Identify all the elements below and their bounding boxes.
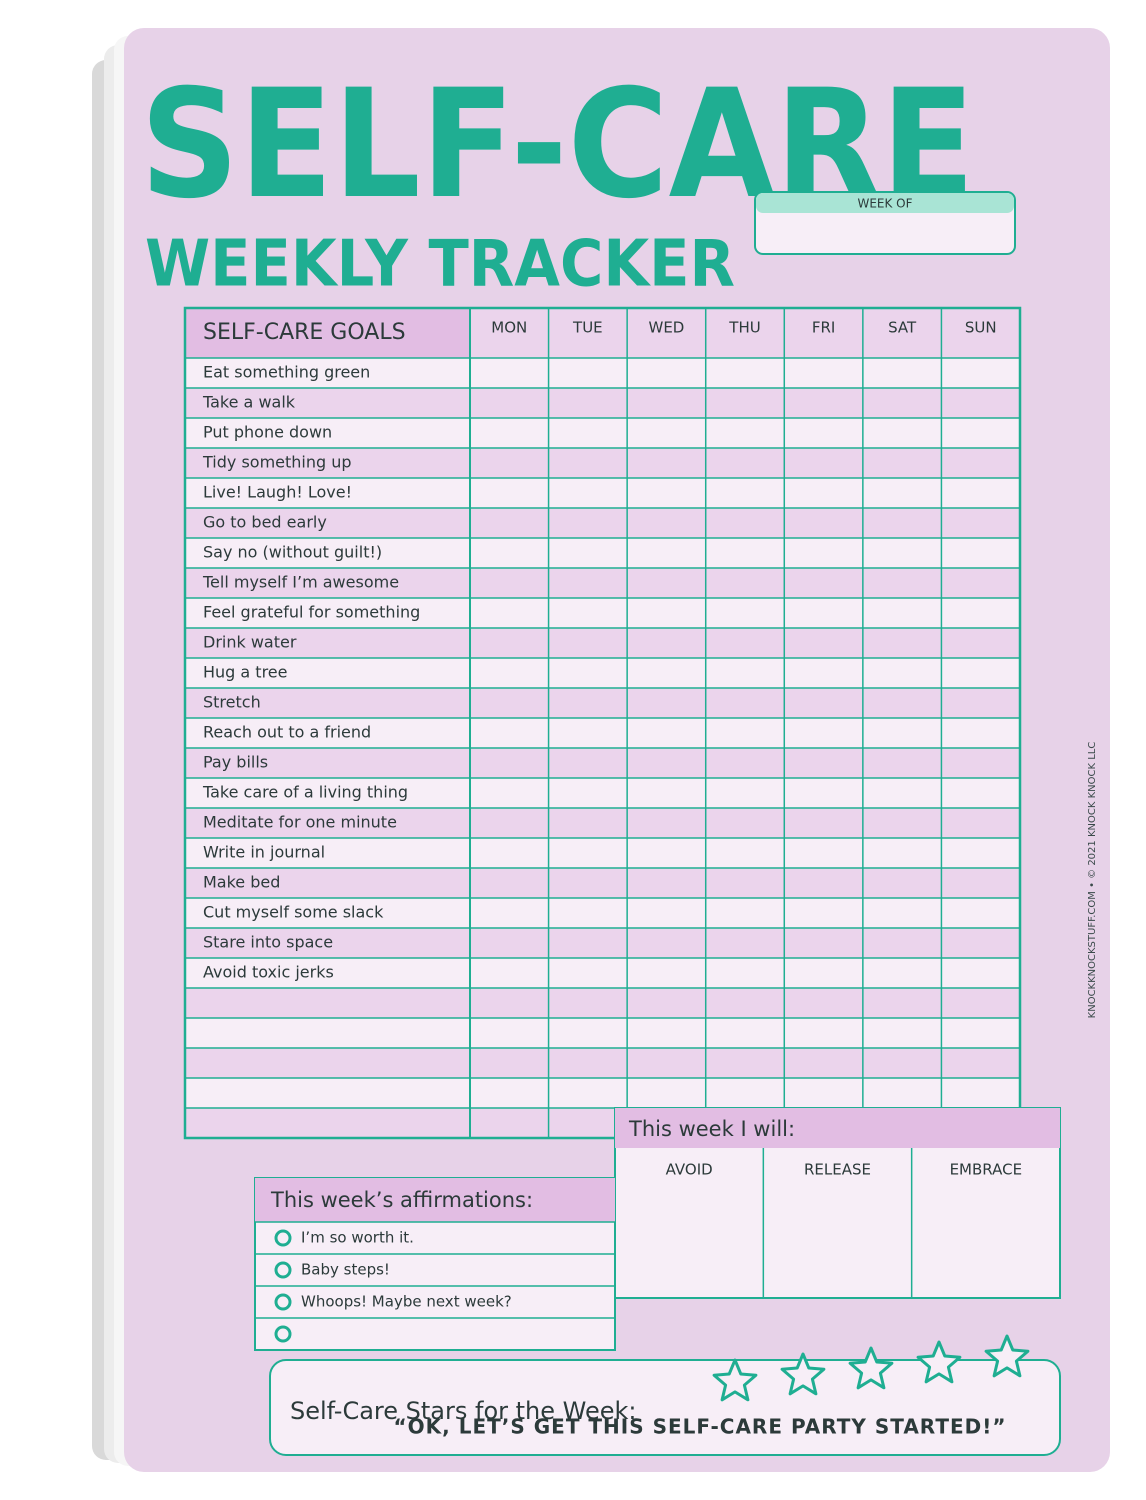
week-box-header — [756, 193, 1014, 213]
goal: Take a walk — [202, 393, 296, 412]
week-plan-column: EMBRACE — [950, 1161, 1022, 1179]
tracker-table: SELF-CARE GOALS MON TUE WED THU FRI SAT SUN Eat … — [183, 306, 1022, 1140]
affirmation-bullet — [274, 1293, 292, 1311]
day-header-cell — [705, 308, 785, 358]
goal: Take care of a living thing — [202, 783, 408, 802]
row — [185, 868, 1020, 898]
row — [185, 508, 1020, 538]
goal: Meditate for one minute — [203, 813, 397, 832]
affirmation-bullet — [274, 1229, 292, 1247]
affirmation-bullet — [274, 1325, 292, 1343]
goal: Stare into space — [203, 933, 333, 952]
row — [185, 778, 1020, 808]
goal: Avoid toxic jerks — [203, 963, 334, 982]
row — [185, 988, 1020, 1018]
affirmation-bullet — [274, 1261, 292, 1279]
week-plan-column: AVOID — [666, 1161, 713, 1179]
week-plan-column: RELEASE — [804, 1161, 871, 1179]
row — [185, 898, 1020, 928]
star — [712, 1358, 758, 1402]
day-header: THU — [728, 319, 760, 337]
row — [185, 808, 1020, 838]
row — [185, 658, 1020, 688]
row — [185, 1078, 1020, 1108]
goal: Eat something green — [203, 363, 370, 382]
day-header-cell — [548, 308, 628, 358]
goal: Cut myself some slack — [203, 903, 384, 922]
goal: Say no (without guilt!) — [203, 543, 382, 562]
row — [185, 958, 1020, 988]
table-border — [183, 306, 1022, 1140]
affirmations-header — [255, 1178, 615, 1222]
row — [185, 448, 1020, 478]
row — [185, 718, 1020, 748]
row — [185, 748, 1020, 778]
goal: Write in journal — [203, 843, 325, 862]
goal: Reach out to a friend — [203, 723, 371, 742]
goal: Live! Laugh! Love! — [203, 483, 352, 502]
goal: Pay bills — [203, 753, 268, 772]
stars-label: Self-Care Stars for the Week: — [290, 1397, 637, 1425]
row — [185, 568, 1020, 598]
bottom-section: This week I will: AVOID RELEASE EMBRACE This… — [254, 1107, 1061, 1456]
row — [185, 478, 1020, 508]
day-header: TUE — [572, 319, 603, 337]
goal: Tell myself I’m awesome — [202, 573, 399, 592]
goal: Put phone down — [203, 423, 332, 442]
row — [185, 388, 1020, 418]
goal: Stretch — [203, 693, 261, 712]
star — [916, 1340, 962, 1384]
day-header: MON — [491, 319, 527, 337]
goal: Make bed — [203, 873, 280, 892]
day-header-cell — [470, 308, 549, 358]
row — [185, 418, 1020, 448]
row — [185, 928, 1020, 958]
row — [185, 538, 1020, 568]
goal: Tidy something up — [202, 453, 352, 472]
affirmation: Baby steps! — [301, 1261, 390, 1279]
row — [185, 838, 1020, 868]
row — [185, 628, 1020, 658]
affirmations-title: This week’s affirmations: — [270, 1188, 533, 1212]
star — [780, 1352, 826, 1396]
star — [848, 1346, 894, 1390]
subtitle: WEEKLY TRACKER — [145, 228, 735, 302]
day-header: FRI — [812, 319, 835, 337]
day-header: WED — [648, 319, 684, 337]
affirmation: Whoops! Maybe next week? — [301, 1293, 512, 1311]
row — [185, 598, 1020, 628]
goal: Feel grateful for something — [203, 603, 420, 622]
week-plan-title: This week I will: — [628, 1117, 795, 1141]
row — [185, 1048, 1020, 1078]
day-header-cell — [627, 308, 706, 358]
day-header-cell — [784, 308, 863, 358]
quote: “OK, LET’S GET THIS SELF-CARE PARTY STAR… — [394, 1415, 1007, 1439]
side-text: KNOCKKNOCKSTUFF.COM • © 2021 KNOCK KNOCK… — [1087, 742, 1098, 1019]
week-plan-header — [615, 1108, 1060, 1148]
row — [185, 1018, 1020, 1048]
goal: Drink water — [203, 633, 297, 652]
goals-header: SELF-CARE GOALS — [203, 320, 406, 345]
goals-header-cell — [185, 308, 470, 358]
star — [984, 1334, 1030, 1378]
goal: Hug a tree — [203, 663, 288, 682]
day-header-cell — [862, 308, 942, 358]
affirmation: I’m so worth it. — [301, 1229, 414, 1247]
row — [185, 688, 1020, 718]
row — [185, 358, 1020, 388]
day-header-cell — [941, 308, 1020, 358]
day-header: SUN — [965, 319, 997, 337]
goal: Go to bed early — [203, 513, 327, 532]
day-header: SAT — [888, 319, 917, 337]
week-of-label: WEEK OF — [857, 197, 912, 211]
